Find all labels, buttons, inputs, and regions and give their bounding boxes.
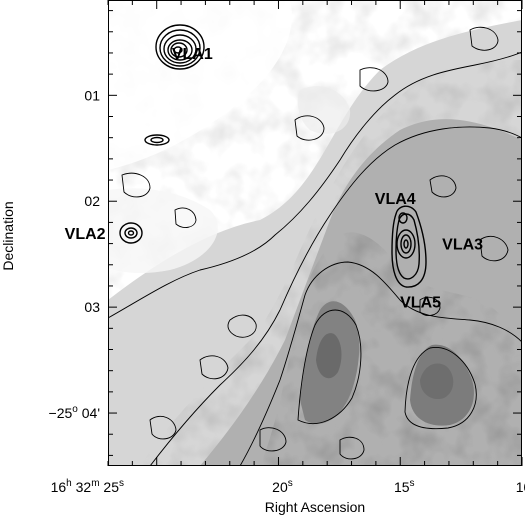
source-contours bbox=[119, 24, 427, 288]
source-label-vla5: VLA5 bbox=[400, 294, 441, 311]
y-tick-label: 03 bbox=[84, 299, 100, 315]
source-label-vla3: VLA3 bbox=[442, 237, 483, 254]
plot-frame bbox=[108, 0, 522, 466]
vla2-contours bbox=[119, 222, 143, 244]
x-tick-labels: 16h 32m 25s 20s 15s 10s bbox=[51, 478, 525, 495]
y-tick-label: 01 bbox=[84, 87, 100, 103]
y-axis-title: Declination bbox=[0, 201, 16, 270]
source-labels: VLA1 VLA2 VLA3 VLA4 VLA5 bbox=[65, 46, 483, 311]
grayscale-emission-map bbox=[108, 0, 522, 466]
x-tick-label: 10s bbox=[516, 478, 525, 495]
source-label-vla4: VLA4 bbox=[375, 191, 416, 208]
faint-source-contour bbox=[144, 134, 170, 146]
y-tick-label: −25o 04' bbox=[49, 404, 100, 421]
vla1-contours bbox=[155, 24, 205, 70]
vla3-vla4-vla5-contours bbox=[391, 205, 427, 288]
x-tick-label: 20s bbox=[272, 478, 293, 495]
x-tick-label: 16h 32m 25s bbox=[51, 478, 124, 495]
y-tick-label: 02 bbox=[84, 193, 100, 209]
background-contours bbox=[108, 26, 522, 466]
source-label-vla2: VLA2 bbox=[65, 226, 106, 243]
x-axis-title: Right Ascension bbox=[265, 499, 365, 515]
axis-ticks bbox=[107, 0, 523, 466]
x-tick-label: 15s bbox=[394, 478, 415, 495]
y-tick-labels: 01 02 03 −25o 04' bbox=[49, 87, 101, 421]
source-label-vla1: VLA1 bbox=[172, 46, 213, 63]
